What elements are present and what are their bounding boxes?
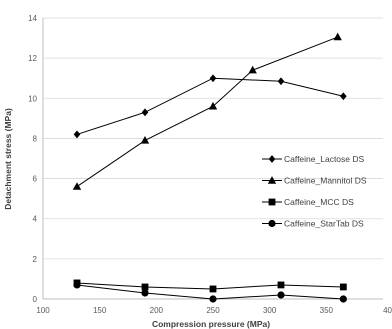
y-tick-label: 6 bbox=[33, 175, 38, 184]
data-point-caffeine-mcc-ds bbox=[209, 285, 217, 293]
x-tick-label: 250 bbox=[206, 306, 220, 315]
y-tick-label: 2 bbox=[33, 255, 38, 264]
data-point-caffeine-lactose-ds bbox=[141, 108, 149, 117]
series-line-caffeine-mannitol-ds bbox=[76, 36, 338, 188]
legend-label-caffeine-lactose-ds: Caffeine_Lactose DS bbox=[284, 154, 365, 164]
data-point-caffeine-lactose-ds bbox=[277, 77, 285, 86]
y-axis-label: Detachment stress (MPa) bbox=[3, 108, 13, 210]
x-axis-label: Compression pressure (MPa) bbox=[152, 319, 270, 329]
data-point-caffeine-mannitol-ds bbox=[72, 182, 82, 190]
y-tick-label: 10 bbox=[28, 94, 37, 103]
data-point-caffeine-startab-ds bbox=[339, 295, 347, 303]
y-tick-label: 4 bbox=[33, 215, 38, 224]
data-point-caffeine-startab-ds bbox=[73, 281, 81, 289]
gridlines bbox=[43, 17, 383, 260]
legend-marker-caffeine-mcc-ds bbox=[268, 198, 276, 206]
x-tick-label: 200 bbox=[150, 306, 164, 315]
y-tick-label: 14 bbox=[28, 14, 37, 23]
x-tick-label: 300 bbox=[263, 306, 277, 315]
data-point-caffeine-mcc-ds bbox=[141, 283, 149, 291]
data-point-caffeine-mannitol-ds bbox=[140, 136, 150, 144]
x-tick-label: 100 bbox=[36, 306, 50, 315]
tick-labels: 0 2 4 6 8 10 12 14 100 150 200 250 300 350 40 bbox=[28, 14, 392, 315]
x-tick-label: 150 bbox=[93, 306, 107, 315]
data-point-caffeine-startab-ds bbox=[141, 289, 149, 297]
legend-label-caffeine-startab-ds: Caffeine_StarTab DS bbox=[284, 219, 364, 229]
data-point-caffeine-mannitol-ds bbox=[208, 101, 218, 110]
data-point-caffeine-mannitol-ds bbox=[248, 65, 257, 74]
x-tick-label: 40 bbox=[383, 306, 392, 315]
legend-marker-caffeine-startab-ds bbox=[268, 219, 276, 228]
x-tick-label: 350 bbox=[320, 306, 334, 315]
series-line-caffeine-lactose-ds bbox=[76, 77, 344, 135]
data-point-caffeine-startab-ds bbox=[209, 295, 217, 303]
y-tick-label: 0 bbox=[33, 295, 38, 304]
legend-marker-caffeine-lactose-ds bbox=[268, 155, 276, 163]
legend-label-caffeine-mcc-ds: Caffeine_MCC DS bbox=[284, 197, 354, 207]
data-point-caffeine-startab-ds bbox=[277, 291, 285, 299]
y-tick-label: 12 bbox=[28, 54, 37, 63]
data-point-caffeine-mcc-ds bbox=[277, 281, 285, 289]
legend-marker-caffeine-mannitol-ds bbox=[267, 176, 277, 184]
data-point-caffeine-mcc-ds bbox=[339, 283, 347, 291]
legend: Caffeine_Lactose DS Caffeine_Mannitol DS C… bbox=[262, 154, 367, 229]
data-point-caffeine-lactose-ds bbox=[340, 92, 347, 101]
y-tick-label: 8 bbox=[33, 134, 38, 143]
series-group bbox=[72, 32, 347, 303]
data-point-caffeine-mannitol-ds bbox=[333, 32, 342, 41]
legend-label-caffeine-mannitol-ds: Caffeine_Mannitol DS bbox=[284, 176, 367, 186]
data-point-caffeine-lactose-ds bbox=[209, 74, 217, 83]
data-point-caffeine-lactose-ds bbox=[73, 130, 81, 139]
